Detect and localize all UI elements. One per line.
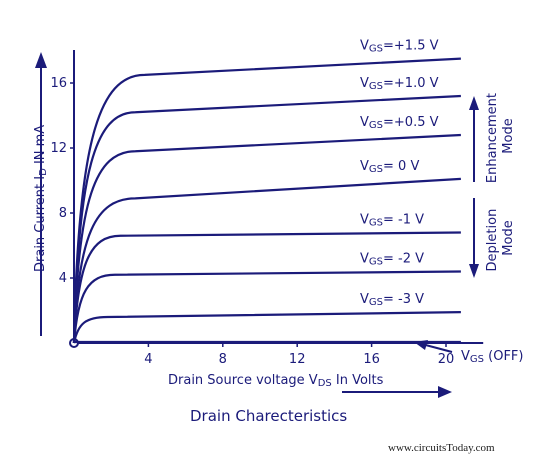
series-line	[72, 311, 461, 344]
tick-labels: 4 8 12 16 20 4 8 12 16	[50, 76, 454, 367]
series-label: VGS (OFF)	[461, 349, 523, 365]
x-axis-label: Drain Source voltage VDS In Volts	[168, 373, 384, 389]
chart-title: Drain Charecteristics	[190, 407, 347, 425]
x-tick-label: 16	[363, 352, 380, 367]
series-label: VGS=+1.0 V	[360, 76, 439, 92]
series-label: VGS=+0.5 V	[360, 115, 439, 131]
series-label: VGS= -3 V	[360, 292, 424, 308]
series-label: VGS= 0 V	[360, 159, 419, 175]
enhancement-arrow	[469, 96, 479, 182]
curves	[72, 57, 461, 344]
series-line	[72, 231, 461, 344]
y-axis-arrow	[35, 52, 47, 336]
series-label: VGS=+1.5 V	[360, 39, 439, 55]
x-tick-label: 8	[219, 352, 227, 367]
y-tick-label: 8	[59, 206, 67, 221]
series-label: VGS= -1 V	[360, 213, 424, 229]
series-label: VGS= -2 V	[360, 252, 424, 268]
enhancement-mode-label: Enhancement Mode	[485, 89, 516, 183]
depletion-arrow	[469, 198, 479, 278]
y-tick-label: 12	[50, 141, 67, 156]
website-credit: www.circuitsToday.com	[388, 442, 495, 454]
y-tick-label: 4	[59, 271, 67, 286]
y-tick-label: 16	[50, 76, 67, 91]
series-line	[72, 133, 461, 344]
x-tick-label: 4	[144, 352, 152, 367]
x-axis-arrow	[342, 386, 452, 398]
vgs-off-pointer	[414, 340, 453, 353]
x-tick-label: 20	[438, 352, 455, 367]
series-labels: VGS=+1.5 V VGS=+1.0 V VGS=+0.5 V VGS= 0 V VG…	[360, 39, 523, 365]
series-line	[72, 270, 461, 344]
depletion-mode-label: Depletion Mode	[485, 205, 516, 272]
x-tick-label: 12	[289, 352, 306, 367]
